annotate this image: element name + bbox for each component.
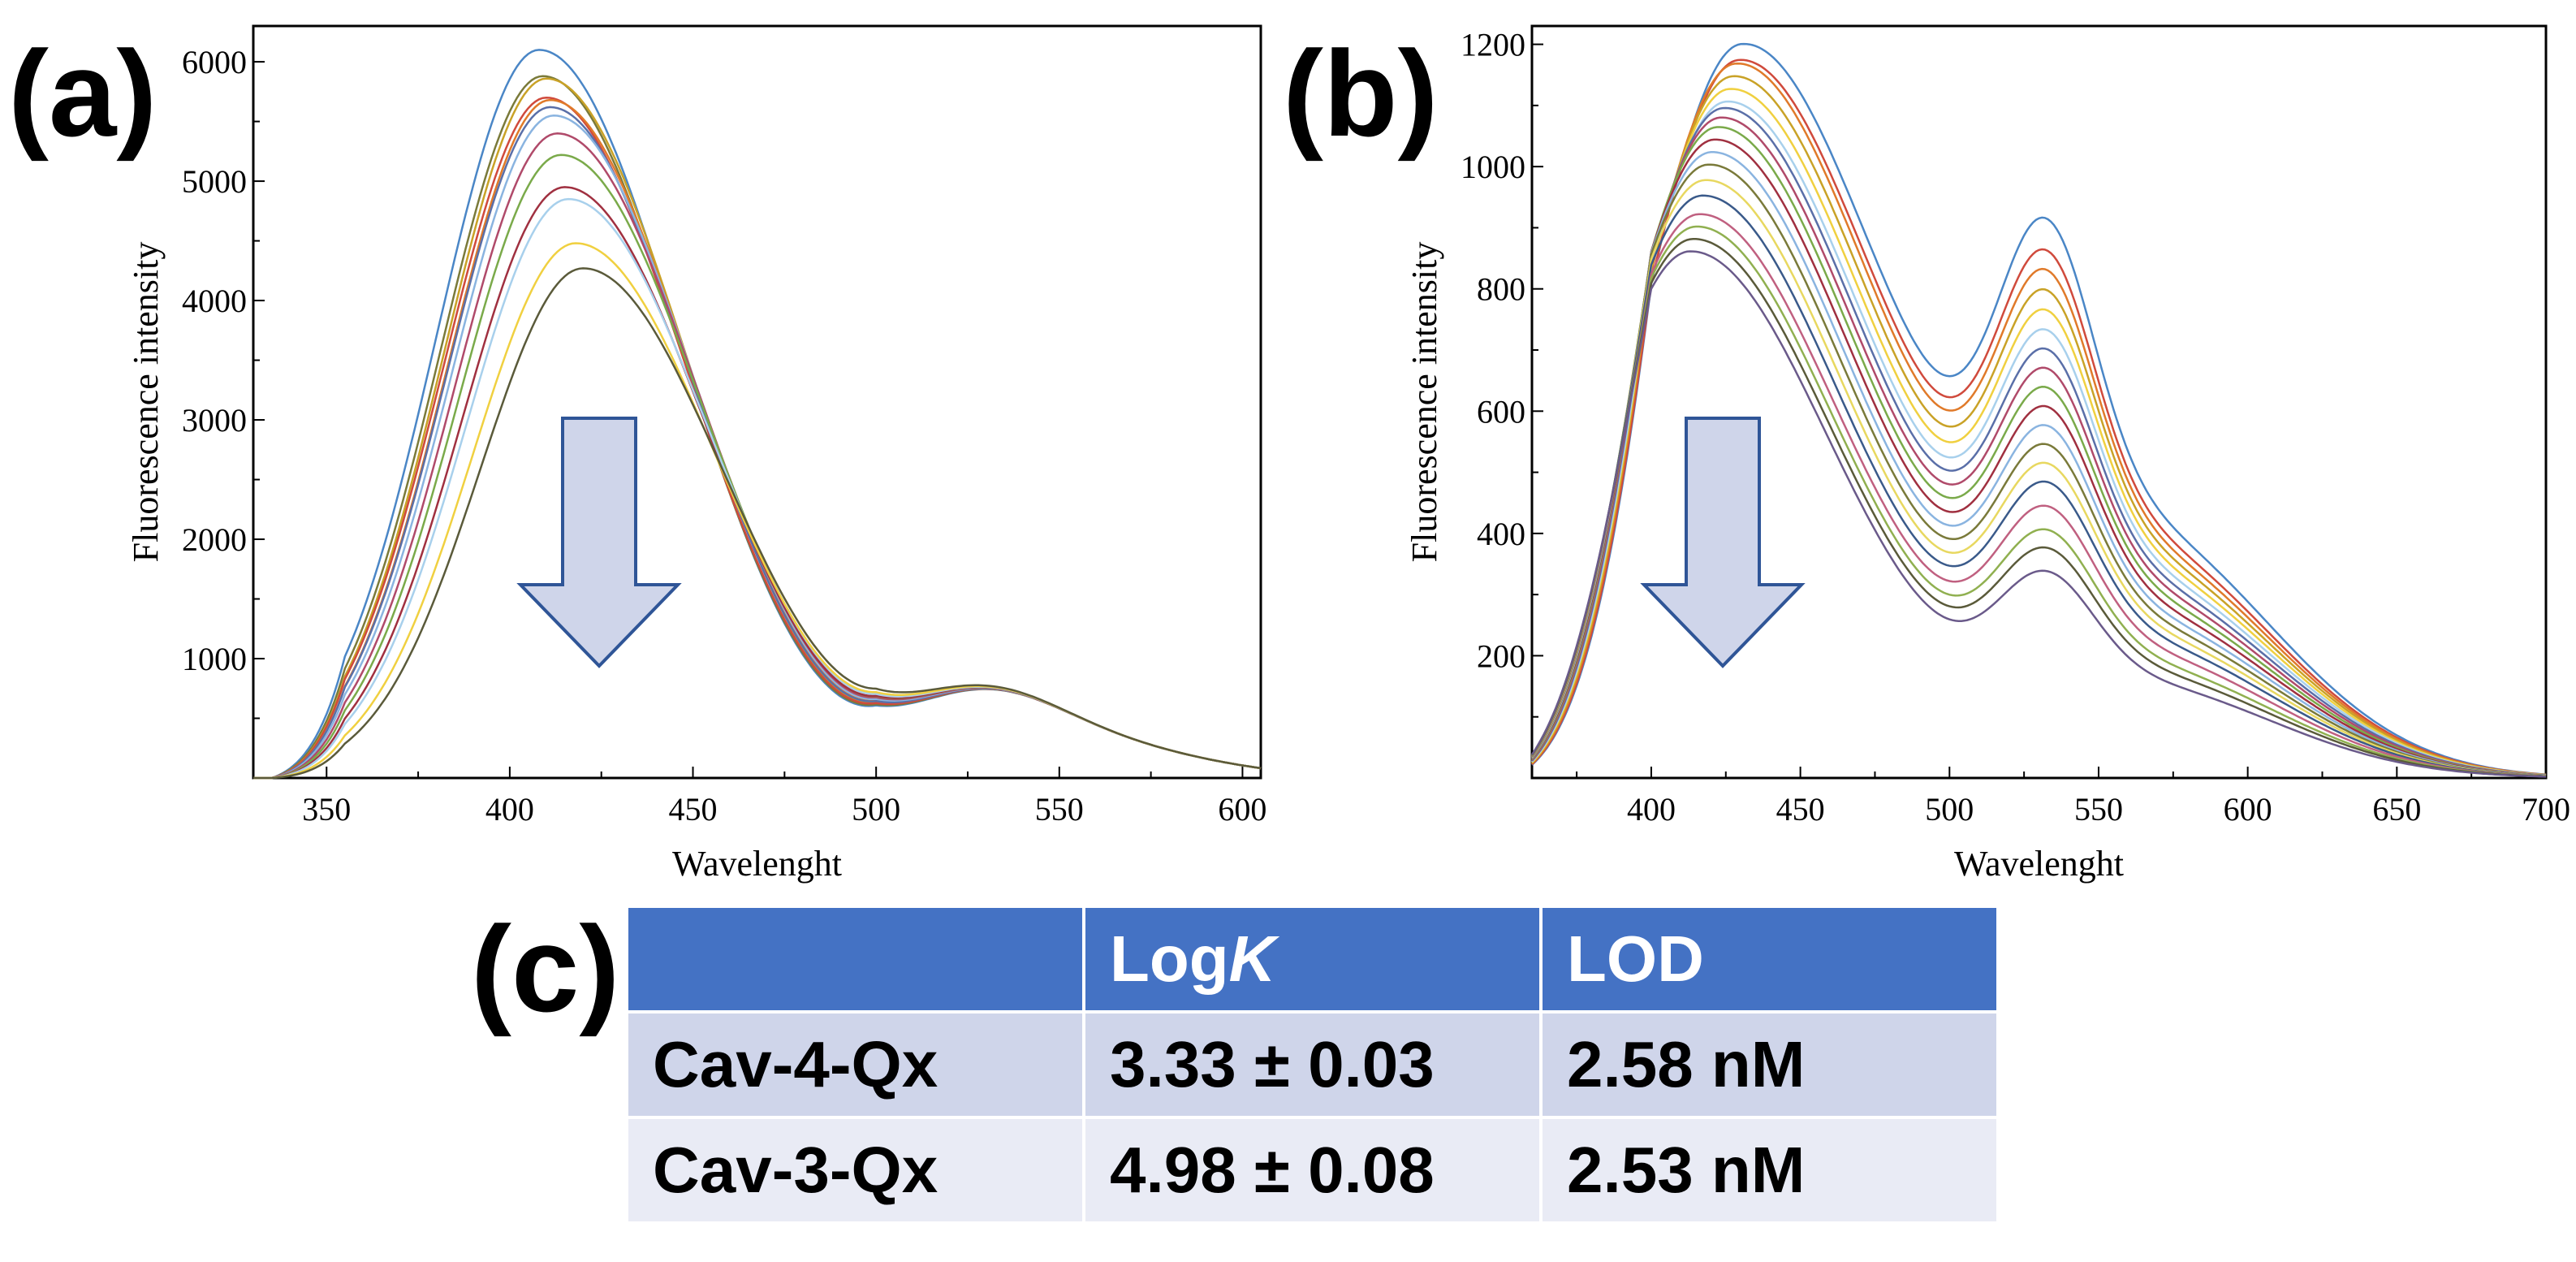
table-header-row: LogK LOD [625, 905, 2000, 1013]
series-line [1531, 116, 2547, 777]
panel-label-b: (b) [1283, 25, 1439, 162]
series-line [1531, 88, 2547, 776]
x-tick-label: 500 [1925, 791, 1974, 828]
y-tick-label: 600 [1477, 393, 1525, 430]
series-line [1531, 75, 2547, 776]
series-line [1531, 106, 2547, 776]
table-cell-compound: Cav-4-Qx [625, 1010, 1085, 1119]
y-tick-label: 6000 [182, 44, 247, 80]
y-tick-label: 4000 [182, 283, 247, 319]
series-line [1531, 100, 2547, 776]
chart-b: 400 450 500 550 600 650 700 200 400 600 800 1000 120… [1405, 24, 2570, 884]
x-axis-title: Wavelenght [672, 844, 842, 884]
x-tick-label: 450 [1776, 791, 1825, 828]
series-line [253, 114, 1262, 780]
table-header-lod: LOD [1539, 905, 2000, 1013]
table-cell-lod: 2.58 nM [1539, 1010, 2000, 1119]
x-tick-label: 550 [2074, 791, 2123, 828]
series-line [253, 186, 1262, 780]
y-axis-title: Fluorescence intensity [126, 242, 166, 563]
panel-label-c: (c) [471, 901, 620, 1037]
series-line [253, 132, 1262, 780]
series-line [1530, 213, 2547, 778]
logk-main: Log [1110, 923, 1229, 995]
series-line [253, 267, 1262, 780]
y-tick-label: 800 [1477, 271, 1525, 308]
table-row: Cav-3-Qx 4.98 ± 0.08 2.53 nM [625, 1116, 2000, 1225]
panel-label-a: (a) [8, 25, 157, 162]
y-axis-title: Fluorescence intensity [1405, 242, 1444, 563]
x-tick-label: 400 [485, 791, 534, 828]
series-line [253, 106, 1262, 780]
y-tick-label: 2000 [182, 521, 247, 558]
series-line [253, 197, 1262, 780]
x-axis-title: Wavelenght [1954, 844, 2124, 884]
y-tick-label: 400 [1477, 516, 1525, 552]
table-cell-lod: 2.53 nM [1539, 1116, 2000, 1225]
series-line [1530, 237, 2547, 778]
x-tick-label: 650 [2372, 791, 2421, 828]
chart-a: 350 400 450 500 550 600 1000 2000 3000 4000 5000 60… [126, 24, 1266, 884]
results-table: LogK LOD Cav-4-Qx 3.33 ± 0.03 2.58 nM Ca… [625, 905, 2000, 1225]
series-line [253, 77, 1262, 780]
series-line [1530, 194, 2547, 777]
decrease-arrow [516, 417, 682, 668]
y-tick-label: 5000 [182, 163, 247, 200]
x-tick-label: 500 [852, 791, 900, 828]
x-tick-label: 600 [2224, 791, 2272, 828]
x-tick-label: 450 [669, 791, 718, 828]
x-tick-label: 350 [302, 791, 351, 828]
y-tick-label: 200 [1477, 637, 1525, 674]
series-line [1530, 179, 2547, 777]
table-header-logk: LogK [1082, 905, 1543, 1013]
series-line [253, 75, 1262, 780]
plot-frame [252, 24, 1262, 780]
table-cell-logk: 3.33 ± 0.03 [1082, 1010, 1543, 1119]
table-row: Cav-4-Qx 3.33 ± 0.03 2.58 nM [625, 1010, 2000, 1119]
series-line [1531, 151, 2547, 777]
decrease-arrow [1640, 417, 1806, 668]
y-tick-label: 3000 [182, 402, 247, 439]
series-line [253, 49, 1262, 780]
series-line [1531, 126, 2547, 777]
logk-italic: K [1228, 923, 1276, 995]
x-tick-label: 400 [1627, 791, 1676, 828]
series-line [1530, 250, 2547, 778]
series-line [1531, 42, 2547, 776]
table-cell-logk: 4.98 ± 0.08 [1082, 1116, 1543, 1225]
y-tick-label: 1000 [1461, 149, 1525, 185]
plot-frame [1530, 24, 2548, 780]
table-cell-compound: Cav-3-Qx [625, 1116, 1085, 1225]
table-header-empty [625, 905, 1085, 1013]
x-tick-label: 600 [1218, 791, 1266, 828]
x-tick-label: 700 [2522, 791, 2570, 828]
series-line [1531, 62, 2547, 776]
y-tick-label: 1000 [182, 641, 247, 677]
x-tick-label: 550 [1035, 791, 1084, 828]
series-line [253, 96, 1262, 780]
series-line [253, 98, 1262, 780]
series-line [1530, 163, 2547, 777]
series-line [1531, 138, 2547, 777]
y-tick-label: 1200 [1461, 27, 1525, 63]
series-line [1530, 225, 2547, 778]
